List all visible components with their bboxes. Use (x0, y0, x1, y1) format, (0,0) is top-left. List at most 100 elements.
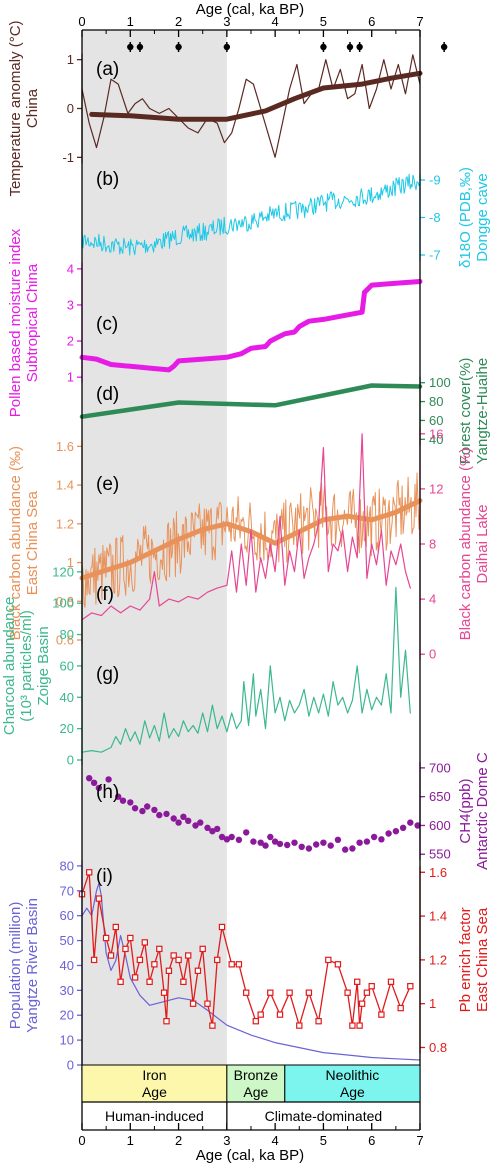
point-h-1 (90, 779, 98, 786)
panel-i-axis: 80 70 60 50 40 30 20 10 0 Population (million) Yan… (7, 858, 113, 1072)
series-c-bold (79, 279, 423, 373)
y-label-i-1: Yangtze River Basin (24, 898, 41, 1033)
point-h-10 (151, 806, 158, 814)
tick-label-i-6: 20 (60, 1008, 74, 1023)
y-label-e-0: Black carbon abundance (‰) (7, 446, 24, 640)
point-i2-33 (252, 1017, 259, 1025)
series-b-noisy (81, 173, 421, 256)
panel-label-b: (b) (96, 169, 119, 190)
point-i2-4 (102, 934, 110, 942)
y-label-h-0: CH4(ppb) (457, 779, 474, 844)
tick-label-e-1: 1.4 (56, 478, 74, 493)
tick-label-c-3: 1 (67, 370, 74, 385)
panel-i2-axis: 1.6 1.4 1.2 1 0.8 Pb enrich factor East China … (419, 865, 491, 1055)
tick-label-g-2: 80 (60, 627, 74, 642)
regime-label-1: Climate-dominated (265, 1108, 383, 1124)
y-label-i2-0: Pb enrich factor (457, 907, 474, 1012)
point-h-43 (356, 839, 363, 846)
tick-label-g-6: 0 (67, 753, 74, 768)
x-tick-label-bottom-4: 4 (272, 1133, 279, 1148)
tick-label-d-2: 60 (429, 413, 443, 428)
point-h-12 (163, 810, 170, 818)
tick-label-h-2: 600 (429, 818, 451, 833)
tick-label-b-0: -9 (429, 173, 441, 188)
point-i2-46 (356, 1022, 363, 1029)
point-i2-37 (286, 989, 293, 996)
tick-label-g-3: 60 (60, 658, 74, 673)
point-i2-53 (407, 982, 414, 990)
age-band-label-2-0: Neolithic (326, 1067, 380, 1083)
series-layer (78, 54, 423, 1061)
point-i2-50 (378, 1011, 385, 1018)
tick-label-i2-1: 1.4 (429, 909, 447, 924)
y-label-d-1: Yangtze-Huaihe (474, 358, 491, 464)
shaded-interval (82, 30, 227, 1065)
point-i2-6 (112, 923, 119, 931)
point-i2-22 (185, 952, 192, 959)
age-band-label-2-1: Age (340, 1084, 365, 1100)
point-i2-8 (122, 945, 129, 953)
y-label-c-1: Subtropical China (24, 263, 41, 382)
tick-label-i-5: 30 (60, 983, 74, 998)
point-i2-24 (194, 967, 202, 975)
dated-point-6 (356, 43, 363, 51)
x-tick-label-bottom-7: 7 (416, 1133, 423, 1148)
panel-a-axis: 1 0 -1 Temperature anomaly (°C) China (a) (7, 20, 119, 196)
point-i2-41 (325, 956, 332, 964)
tick-label-h-1: 650 (429, 789, 451, 804)
point-i2-11 (136, 956, 144, 964)
point-h-45 (370, 833, 378, 841)
point-h-30 (267, 833, 274, 841)
y-label-a-1: China (24, 88, 41, 128)
tick-label-i-1: 70 (60, 883, 74, 898)
point-h-48 (392, 828, 400, 835)
y-label-f-0: Black carbon abundance (%) (457, 448, 474, 641)
point-h-36 (305, 845, 313, 852)
y-label-d-0: Forest cover(%) (457, 358, 474, 465)
y-label-b-0: δ18O (PDB,‰) (457, 167, 474, 268)
tick-label-f-3: 4 (429, 592, 436, 607)
point-i2-19 (170, 952, 177, 959)
point-h-49 (399, 824, 407, 831)
y-label-c-0: Pollen based moisture index (7, 228, 24, 417)
tick-label-g-4: 40 (60, 690, 74, 705)
point-h-13 (170, 815, 177, 822)
point-h-29 (262, 842, 269, 849)
point-i2-51 (387, 978, 395, 986)
tick-label-i2-4: 0.8 (429, 1040, 447, 1055)
point-i2-39 (305, 989, 313, 996)
point-i2-2 (90, 956, 98, 964)
x-tick-label-top-2: 2 (175, 14, 182, 29)
point-h-4 (115, 793, 122, 800)
point-h-17 (192, 822, 199, 829)
tick-label-f-4: 0 (429, 647, 436, 662)
panel-i2-series (78, 869, 414, 1029)
tick-label-a-2: -1 (62, 150, 74, 165)
panel-c-axis: 4 3 2 1 Pollen based moisture index Subtropic… (7, 228, 118, 417)
series-a-bold (89, 70, 423, 122)
point-i2-21 (180, 978, 187, 986)
panel-a-series (81, 54, 423, 158)
tick-label-g-1: 100 (52, 596, 74, 611)
series-f-line (81, 433, 411, 621)
tick-label-e-0: 1.6 (56, 439, 74, 454)
tick-label-a-1: 0 (67, 101, 74, 116)
point-h-37 (313, 841, 320, 848)
tick-label-b-1: -8 (429, 210, 441, 225)
point-h-34 (291, 839, 298, 846)
y-label-f-1: Daihai Lake (474, 504, 491, 583)
y-label-e-1: East China Sea (24, 490, 41, 595)
tick-label-i-2: 60 (60, 908, 74, 923)
point-i2-15 (156, 945, 163, 953)
x-tick-label-top-1: 1 (127, 14, 134, 29)
point-i2-23 (189, 1000, 197, 1007)
point-i2-10 (131, 974, 139, 981)
point-i2-12 (141, 939, 148, 946)
point-h-33 (284, 841, 291, 849)
tick-label-d-3: 40 (429, 432, 443, 447)
point-h-24 (228, 833, 235, 841)
point-h-46 (378, 836, 385, 843)
tick-label-i2-2: 1.2 (429, 952, 447, 967)
tick-label-i2-3: 1 (429, 996, 436, 1011)
